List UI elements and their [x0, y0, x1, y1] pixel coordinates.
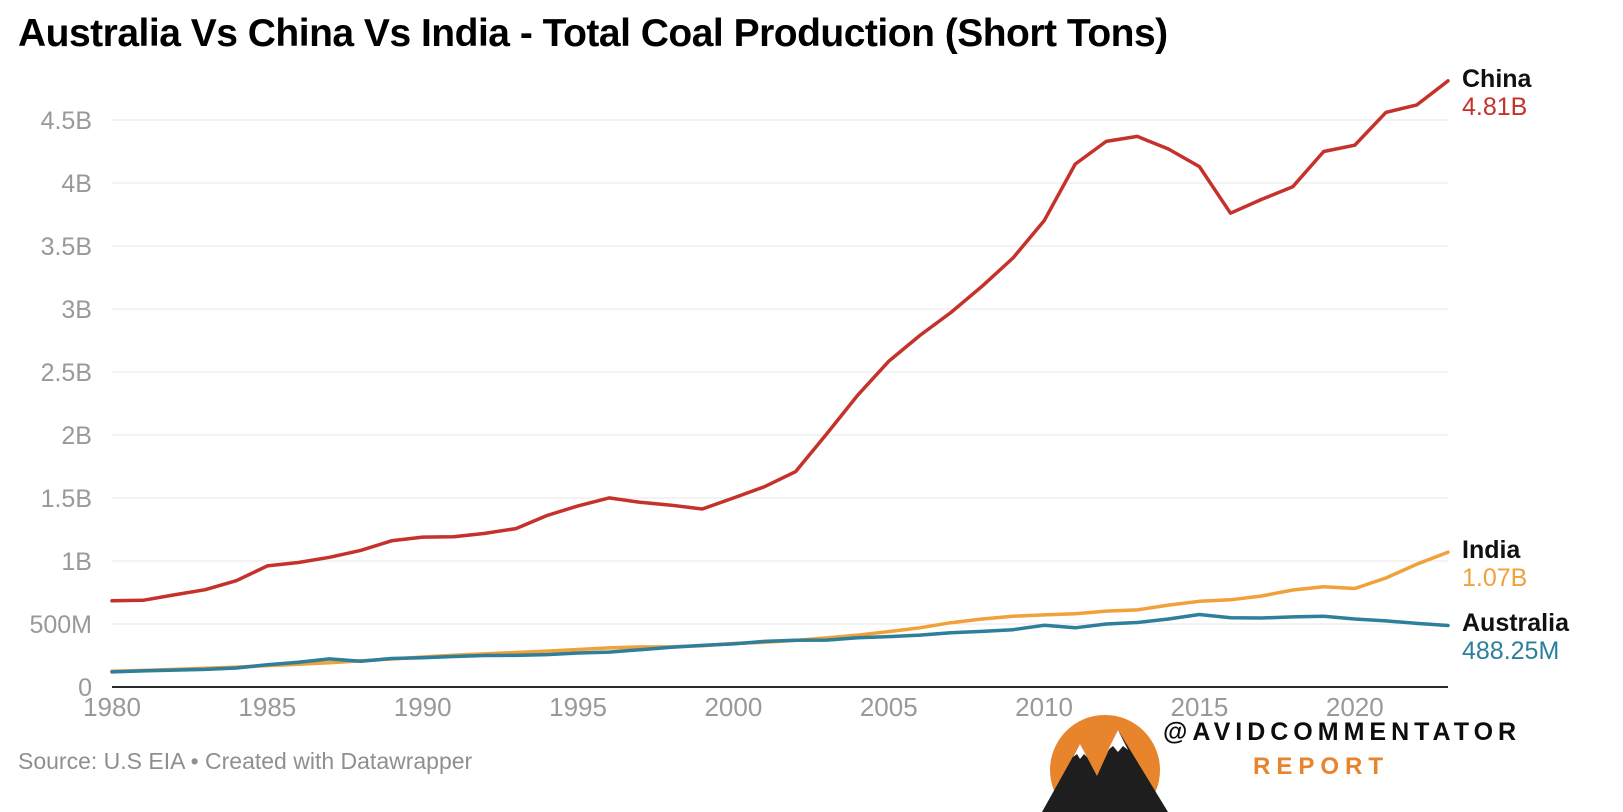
- page-title: Australia Vs China Vs India - Total Coal…: [18, 12, 1168, 55]
- y-tick-label: 1.5B: [41, 485, 92, 513]
- y-tick-label: 0: [78, 674, 92, 702]
- y-tick-label: 3.5B: [41, 233, 92, 261]
- y-tick-label: 4.5B: [41, 107, 92, 135]
- x-tick-label: 2010: [1015, 692, 1073, 722]
- brand-handle: @AVIDCOMMENTATOR: [1163, 718, 1522, 746]
- y-tick-label: 3B: [61, 296, 92, 324]
- brand-subtitle: REPORT: [1253, 753, 1390, 780]
- y-tick-label: 4B: [61, 170, 92, 198]
- x-tick-label: 1995: [549, 692, 607, 722]
- x-tick-label: 1990: [394, 692, 452, 722]
- snow-cap-right: [1108, 730, 1128, 752]
- series-value-australia: 488.25M: [1462, 637, 1560, 666]
- mountain-silhouette: [1042, 730, 1168, 812]
- series-name-china: China: [1462, 64, 1532, 93]
- x-tick-label: 1985: [238, 692, 296, 722]
- series-value-india: 1.07B: [1462, 564, 1528, 593]
- series-name-australia: Australia: [1462, 609, 1569, 638]
- x-tick-label: 1980: [83, 692, 141, 722]
- x-tick-label: 2020: [1326, 692, 1384, 722]
- series-value-china: 4.81B: [1462, 92, 1528, 121]
- line-china: [110, 79, 1450, 603]
- snow-cap-left: [1073, 744, 1087, 759]
- line-india: [110, 550, 1450, 674]
- x-tick-label: 2015: [1171, 692, 1229, 722]
- y-tick-label: 2B: [61, 422, 92, 450]
- end-label-india: India 1.07B: [1462, 536, 1527, 592]
- y-tick-label: 500M: [29, 611, 92, 639]
- y-tick-label: 1B: [61, 548, 92, 576]
- y-tick-label: 2.5B: [41, 359, 92, 387]
- series-name-india: India: [1462, 536, 1521, 565]
- x-tick-label: 2005: [860, 692, 918, 722]
- end-label-australia: Australia 488.25M: [1462, 609, 1569, 665]
- line-australia: [110, 612, 1450, 674]
- end-label-china: China 4.81B: [1462, 65, 1531, 121]
- source-note: Source: U.S EIA • Created with Datawrapp…: [18, 748, 473, 774]
- x-tick-label: 2000: [704, 692, 762, 722]
- mountain-sun-logo: [1042, 715, 1168, 812]
